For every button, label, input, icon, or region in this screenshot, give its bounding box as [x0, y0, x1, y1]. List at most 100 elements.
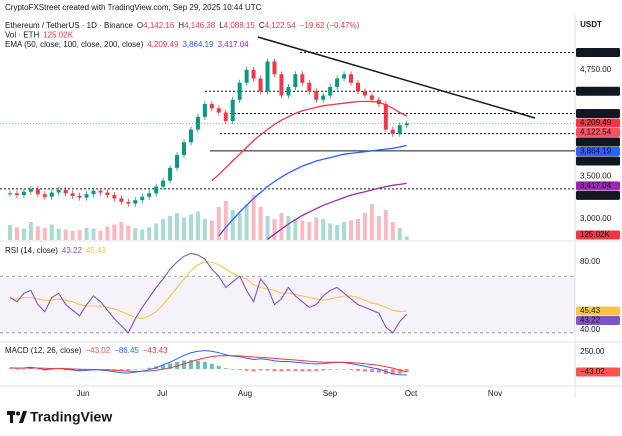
- histogram-bar: [342, 369, 347, 370]
- volume-bar: [300, 220, 305, 240]
- axis-label-box: [576, 86, 620, 96]
- legend-text: MACD (12, 26, close): [5, 346, 82, 355]
- volume-bar: [209, 220, 214, 240]
- axis-label-box: [576, 127, 620, 137]
- candle: [182, 142, 186, 156]
- axis-label-box: [576, 181, 620, 191]
- volume-bar: [56, 228, 61, 240]
- histogram-bar: [8, 368, 12, 370]
- axis-label: 4,001.72: [580, 137, 612, 146]
- histogram-bar: [133, 369, 138, 370]
- axis-label-box: [576, 118, 620, 128]
- volume-bar: [244, 204, 249, 240]
- histogram-bar: [335, 369, 340, 370]
- volume-bar: [390, 222, 395, 240]
- histogram-bar: [321, 369, 326, 371]
- volume-bar: [161, 219, 166, 240]
- volume-bar: [286, 216, 291, 240]
- candle: [126, 201, 131, 204]
- histogram-bar: [77, 369, 82, 371]
- candle: [140, 196, 145, 201]
- volume-bar: [8, 225, 12, 240]
- candle: [49, 192, 54, 197]
- macd-line: [9, 355, 407, 373]
- histogram-bar: [356, 369, 360, 371]
- volume-bar: [335, 225, 340, 240]
- candle: [216, 108, 221, 113]
- candle: [63, 189, 68, 194]
- candle: [175, 155, 180, 168]
- candle: [335, 78, 340, 88]
- histogram-bar: [272, 369, 277, 372]
- legend-text: Ethereum / TetherUS · 1D · Binance: [5, 21, 133, 30]
- pane-legend: RSI (14, close) 43.22 45.43: [5, 246, 107, 255]
- histogram-bar: [188, 360, 193, 370]
- volume-bar: [202, 219, 207, 240]
- volume-bar: [105, 226, 110, 240]
- axis-label: 3,864.19: [580, 147, 612, 156]
- volume-bar: [307, 222, 312, 240]
- axis-label-box: [576, 146, 620, 156]
- histogram-bar: [147, 367, 152, 370]
- legend-text: 125.02K: [43, 31, 73, 40]
- legend-text: 4,142.16: [143, 21, 175, 30]
- legend-text: −43.02: [85, 346, 110, 355]
- axis-label-box: [576, 47, 620, 57]
- volume-bar: [321, 219, 326, 240]
- volume-bar: [383, 210, 388, 240]
- volume-bar: [265, 216, 270, 240]
- legend-text: EMA (50, close, 100, close, 200, close): [5, 40, 144, 49]
- histogram-bar: [202, 361, 207, 370]
- axis-label-box: [576, 316, 620, 326]
- x-tick-label: Jul: [157, 389, 167, 398]
- legend-text: 4,122.54: [265, 21, 297, 30]
- candle: [42, 194, 47, 197]
- volume-bar: [237, 213, 242, 240]
- candle: [300, 74, 305, 83]
- candle: [188, 129, 193, 143]
- candle: [349, 74, 354, 83]
- candle: [154, 186, 159, 194]
- histogram-bar: [328, 369, 333, 370]
- symbol-line: Ethereum / TetherUS · 1D · Binance O4,142…: [5, 21, 360, 30]
- histogram-bar: [258, 369, 263, 371]
- candle: [397, 125, 402, 134]
- volume-bar: [195, 211, 200, 240]
- candle: [404, 123, 409, 126]
- volume-bar: [133, 228, 138, 240]
- volume-bar: [376, 216, 381, 240]
- candle: [195, 116, 200, 130]
- currency: USDT: [580, 20, 602, 29]
- legend-text: −43.43: [143, 346, 168, 355]
- legend-text: C: [259, 21, 265, 30]
- histogram-bar: [119, 369, 124, 372]
- histogram-bar: [209, 363, 214, 370]
- candle: [84, 194, 89, 198]
- ema-legend: EMA (50, close, 100, close, 200, close) 4…: [5, 40, 249, 49]
- legend-text: H: [178, 21, 184, 30]
- candle: [21, 191, 26, 196]
- histogram-bar: [175, 361, 180, 370]
- volume-bar: [258, 207, 263, 240]
- candle: [307, 82, 312, 92]
- axis-label: 250.00: [580, 347, 605, 356]
- histogram-bar: [265, 369, 270, 371]
- volume-bar: [14, 227, 19, 240]
- volume-bar: [230, 210, 235, 240]
- volume-bar: [168, 216, 173, 240]
- candle: [119, 198, 124, 202]
- candle: [112, 195, 117, 199]
- axis-label: 4,500.88: [580, 86, 612, 95]
- axis-label: −43.02: [580, 367, 605, 376]
- volume-bar: [42, 228, 47, 240]
- candle: [356, 82, 360, 92]
- pane-legend: MACD (12, 26, close) −43.02 −86.45 −43.43: [5, 346, 168, 355]
- histogram-bar: [376, 369, 381, 373]
- footer-brand: TradingView: [30, 409, 112, 425]
- candle: [230, 99, 235, 122]
- axis-label: 3,417.04: [580, 181, 612, 190]
- volume-bar: [154, 223, 159, 240]
- volume-bar: [279, 213, 284, 240]
- x-tick-label: Jun: [77, 389, 90, 398]
- candle: [272, 61, 277, 75]
